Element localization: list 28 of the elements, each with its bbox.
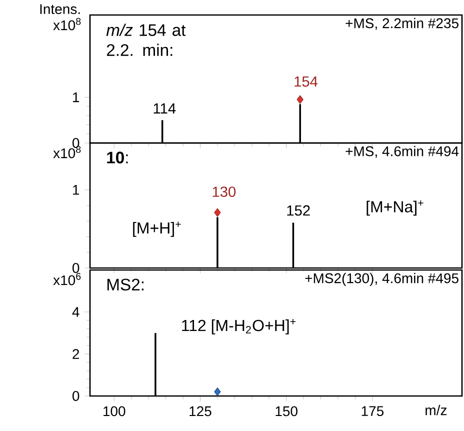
x-tick-label: 150: [276, 406, 298, 416]
annotation: [M+Na]$^{+}$: [366, 200, 424, 216]
annotation: 130: [212, 186, 236, 197]
y-tick-label: 1: [73, 185, 80, 195]
y-tick-label: 0: [72, 391, 80, 401]
text: x10$^{8}$: [53, 18, 81, 30]
y-tick-label: 1: [73, 92, 80, 102]
chart-title: MS2:: [107, 278, 144, 291]
annotation: [M+H]$^{+}$: [133, 222, 181, 237]
chart-subtitle: +MS2(130), 4.6min #495: [305, 272, 458, 286]
x-tick-label: 100: [104, 406, 126, 416]
chart-subtitle: +MS, 4.6min #494: [346, 146, 459, 158]
y-tick-label: 4: [72, 307, 80, 317]
annotation: 152: [287, 205, 310, 216]
text: x10$^{6}$: [53, 272, 81, 286]
chart-title: 10:: [107, 152, 128, 164]
y-tick-label: 2: [72, 349, 80, 359]
annotation: 114: [154, 103, 176, 114]
y-tick-label: 0: [72, 138, 80, 148]
chart-subtitle: +MS, 2.2min #235: [346, 18, 458, 30]
y-tick-label: 0: [72, 263, 80, 273]
annotation: 112 [M-H$_{2}$O+H]$^{+}$: [182, 319, 296, 334]
x-tick-label: 175: [362, 406, 384, 416]
annotation: 154: [294, 76, 318, 87]
x-axis-title: m/z: [426, 404, 447, 416]
x-tick-label: 125: [190, 406, 212, 416]
y-axis-title: Intens.: [40, 4, 80, 14]
text: m/z 154 at 2.2. min:: [106, 24, 186, 56]
